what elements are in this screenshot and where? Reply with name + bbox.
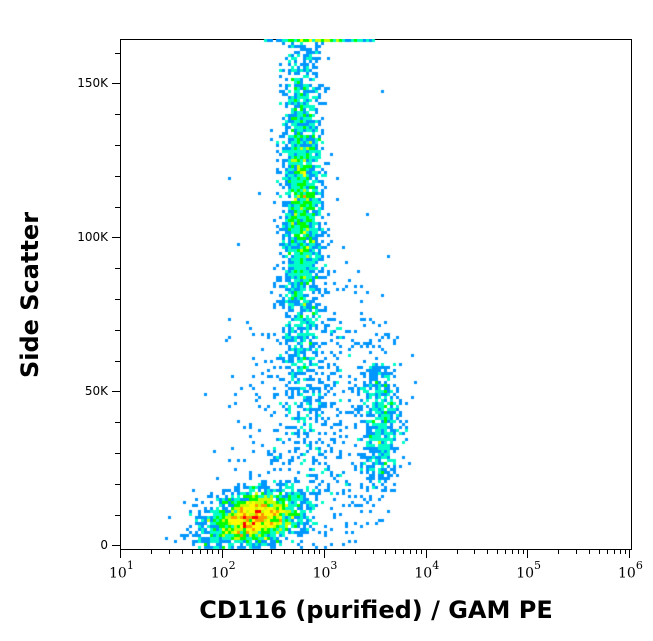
x-minor-tick <box>308 550 310 554</box>
x-axis-title: CD116 (purified) / GAM PE <box>199 596 553 624</box>
y-tick-label: 150K <box>77 76 108 90</box>
x-tick-exponent: 4 <box>432 559 440 572</box>
y-minor-tick <box>115 360 120 362</box>
x-major-tick <box>527 550 529 558</box>
x-tick-label: 106 <box>618 559 643 582</box>
y-minor-tick <box>115 422 120 424</box>
x-minor-tick <box>395 550 397 554</box>
y-axis-title: Side Scatter <box>16 211 44 379</box>
x-minor-tick <box>270 550 272 554</box>
x-minor-tick <box>558 550 560 554</box>
x-minor-tick <box>403 550 405 554</box>
x-minor-tick <box>523 550 525 554</box>
x-minor-tick <box>385 550 387 554</box>
x-tick-base: 10 <box>210 565 229 582</box>
x-tick-base: 10 <box>516 565 535 582</box>
x-minor-tick <box>319 550 321 554</box>
y-major-tick <box>112 237 120 239</box>
x-tick-base: 10 <box>109 565 127 582</box>
x-minor-tick <box>474 550 476 554</box>
x-minor-tick <box>301 550 303 554</box>
x-minor-tick <box>517 550 519 554</box>
x-major-tick <box>120 550 122 558</box>
x-minor-tick <box>624 550 626 554</box>
x-tick-label: 103 <box>312 559 338 582</box>
y-major-tick <box>112 391 120 393</box>
x-tick-exponent: 2 <box>228 559 236 572</box>
x-tick-exponent: 6 <box>635 559 643 572</box>
x-major-tick <box>425 550 427 558</box>
y-minor-tick <box>115 114 120 116</box>
x-minor-tick <box>410 550 412 554</box>
x-minor-tick <box>206 550 208 554</box>
x-minor-tick <box>199 550 201 554</box>
y-minor-tick <box>115 52 120 54</box>
x-minor-tick <box>606 550 608 554</box>
x-minor-tick <box>293 550 295 554</box>
x-minor-tick <box>613 550 615 554</box>
x-tick-exponent: 5 <box>534 559 542 572</box>
y-tick-label: 0 <box>100 538 108 552</box>
y-minor-tick <box>115 145 120 147</box>
scatter-density-plot <box>120 39 632 550</box>
y-major-tick <box>112 545 120 547</box>
x-tick-label: 105 <box>516 559 542 582</box>
x-minor-tick <box>505 550 507 554</box>
x-tick-exponent: 1 <box>126 559 134 572</box>
x-minor-tick <box>283 550 285 554</box>
x-minor-tick <box>372 550 374 554</box>
x-minor-tick <box>497 550 499 554</box>
y-minor-tick <box>115 329 120 331</box>
x-minor-tick <box>598 550 600 554</box>
x-minor-tick <box>314 550 316 554</box>
x-tick-label: 102 <box>210 559 236 582</box>
y-major-tick <box>112 83 120 85</box>
x-minor-tick <box>487 550 489 554</box>
x-minor-tick <box>511 550 513 554</box>
x-minor-tick <box>181 550 183 554</box>
y-tick-label: 100K <box>77 230 108 244</box>
x-minor-tick <box>252 550 254 554</box>
x-tick-label: 101 <box>109 559 134 582</box>
x-minor-tick <box>619 550 621 554</box>
x-tick-base: 10 <box>618 565 636 582</box>
x-tick-label: 104 <box>414 559 440 582</box>
y-minor-tick <box>115 299 120 301</box>
x-minor-tick <box>354 550 356 554</box>
x-tick-exponent: 3 <box>330 559 338 572</box>
y-minor-tick <box>115 175 120 177</box>
x-minor-tick <box>421 550 423 554</box>
x-minor-tick <box>217 550 219 554</box>
y-minor-tick <box>115 483 120 485</box>
y-minor-tick <box>115 453 120 455</box>
x-minor-tick <box>416 550 418 554</box>
x-tick-base: 10 <box>312 565 331 582</box>
x-minor-tick <box>169 550 171 554</box>
x-major-tick <box>222 550 224 558</box>
y-minor-tick <box>115 206 120 208</box>
x-minor-tick <box>212 550 214 554</box>
x-minor-tick <box>576 550 578 554</box>
x-tick-base: 10 <box>414 565 433 582</box>
y-minor-tick <box>115 514 120 516</box>
y-minor-tick <box>115 268 120 270</box>
x-minor-tick <box>191 550 193 554</box>
x-major-tick <box>629 550 631 558</box>
x-minor-tick <box>588 550 590 554</box>
x-minor-tick <box>151 550 153 554</box>
x-major-tick <box>323 550 325 558</box>
x-minor-tick <box>456 550 458 554</box>
y-tick-label: 50K <box>84 384 108 398</box>
